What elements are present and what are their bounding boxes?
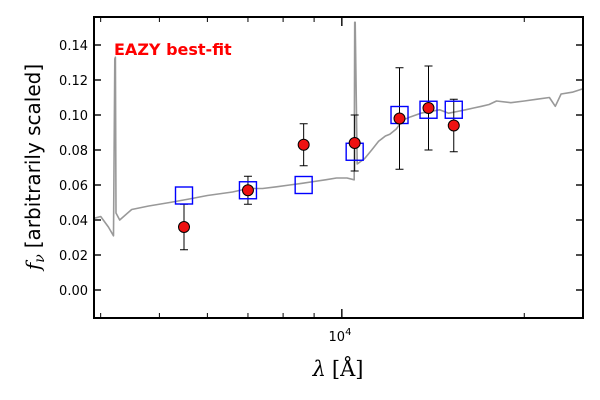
y-tick-label: 0.00 xyxy=(59,284,88,299)
y-tick-label: 0.12 xyxy=(59,74,88,89)
x-tick-exponent: 4 xyxy=(345,327,351,338)
observed-point xyxy=(447,119,460,132)
axis-ticks xyxy=(94,17,583,318)
y-tick-label: 0.10 xyxy=(59,109,88,124)
y-axis-text: [arbitrarily scaled] xyxy=(21,64,45,248)
model-photometry-squares xyxy=(174,100,463,205)
x-axis-label: λ [Å] xyxy=(312,356,364,381)
plot-frame xyxy=(93,16,584,319)
model-square xyxy=(419,100,438,119)
y-tick-labels: 0.00 0.02 0.04 0.06 0.08 0.10 0.12 0.14 xyxy=(59,39,88,299)
model-square xyxy=(238,181,258,200)
template-sed-line-group xyxy=(93,21,584,237)
y-axis-symbol-sub: ν xyxy=(32,254,48,263)
y-axis-label: fν[arbitrarily scaled] xyxy=(21,64,48,272)
observed-point xyxy=(241,184,254,197)
x-tick-base: 10 xyxy=(329,330,346,345)
model-square xyxy=(294,175,313,195)
error-bars xyxy=(180,65,458,251)
observed-photometry-points xyxy=(178,102,460,233)
eazy-best-fit-label: EAZY best-fit xyxy=(114,40,232,59)
y-tick-label: 0.14 xyxy=(59,39,88,54)
observed-point xyxy=(393,112,406,125)
observed-point xyxy=(178,221,191,233)
y-tick-label: 0.06 xyxy=(59,179,88,194)
y-tick-label: 0.04 xyxy=(59,214,88,229)
model-square xyxy=(444,100,463,119)
template-sed-line xyxy=(93,21,584,237)
y-tick-label: 0.02 xyxy=(59,249,88,264)
observed-point xyxy=(348,137,361,149)
model-square xyxy=(174,186,194,205)
x-tick-label-1e4: 104 xyxy=(329,327,352,345)
x-axis-unit: [Å] xyxy=(332,356,364,381)
observed-point xyxy=(422,102,435,114)
observed-point xyxy=(297,138,310,151)
x-axis-symbol: λ xyxy=(312,357,326,381)
y-tick-label: 0.08 xyxy=(59,144,88,159)
